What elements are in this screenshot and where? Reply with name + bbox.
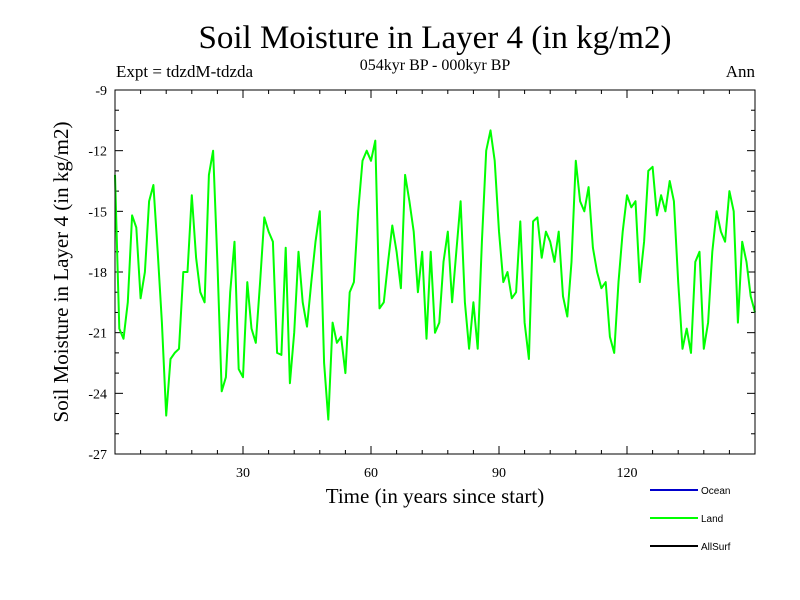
series-group — [114, 129, 756, 421]
y-axis-label: Soil Moisture in Layer 4 (in kg/m2) — [49, 122, 73, 423]
y-tick-label: -9 — [95, 84, 107, 99]
axis-ticks: -9 -12 -15 -18 -21 -24 -27 30 60 90 120 — [88, 84, 755, 481]
chart-title: Soil Moisture in Layer 4 (in kg/m2) — [199, 20, 672, 56]
y-tick-label: -27 — [88, 448, 107, 463]
expt-label: Expt = tdzdM-tdzda — [116, 62, 254, 81]
y-tick-label: -12 — [88, 145, 107, 160]
x-tick-label: 90 — [492, 466, 506, 481]
chart-subtitle: 054kyr BP - 000kyr BP — [360, 57, 511, 74]
legend: Ocean Land AllSurf — [650, 486, 731, 553]
legend-label-ocean: Ocean — [701, 486, 730, 497]
legend-label-land: Land — [701, 514, 723, 525]
y-tick-label: -15 — [88, 205, 107, 220]
y-tick-label: -21 — [88, 327, 107, 342]
series-line-land — [114, 129, 756, 421]
x-tick-label: 120 — [617, 466, 638, 481]
legend-label-allsurf: AllSurf — [701, 542, 731, 553]
x-tick-label: 30 — [236, 466, 250, 481]
plot-frame — [114, 89, 756, 455]
period-label: Ann — [726, 62, 756, 81]
y-tick-label: -24 — [88, 387, 107, 402]
x-tick-label: 60 — [364, 466, 378, 481]
y-tick-label: -18 — [88, 266, 107, 281]
x-axis-label: Time (in years since start) — [326, 484, 545, 508]
